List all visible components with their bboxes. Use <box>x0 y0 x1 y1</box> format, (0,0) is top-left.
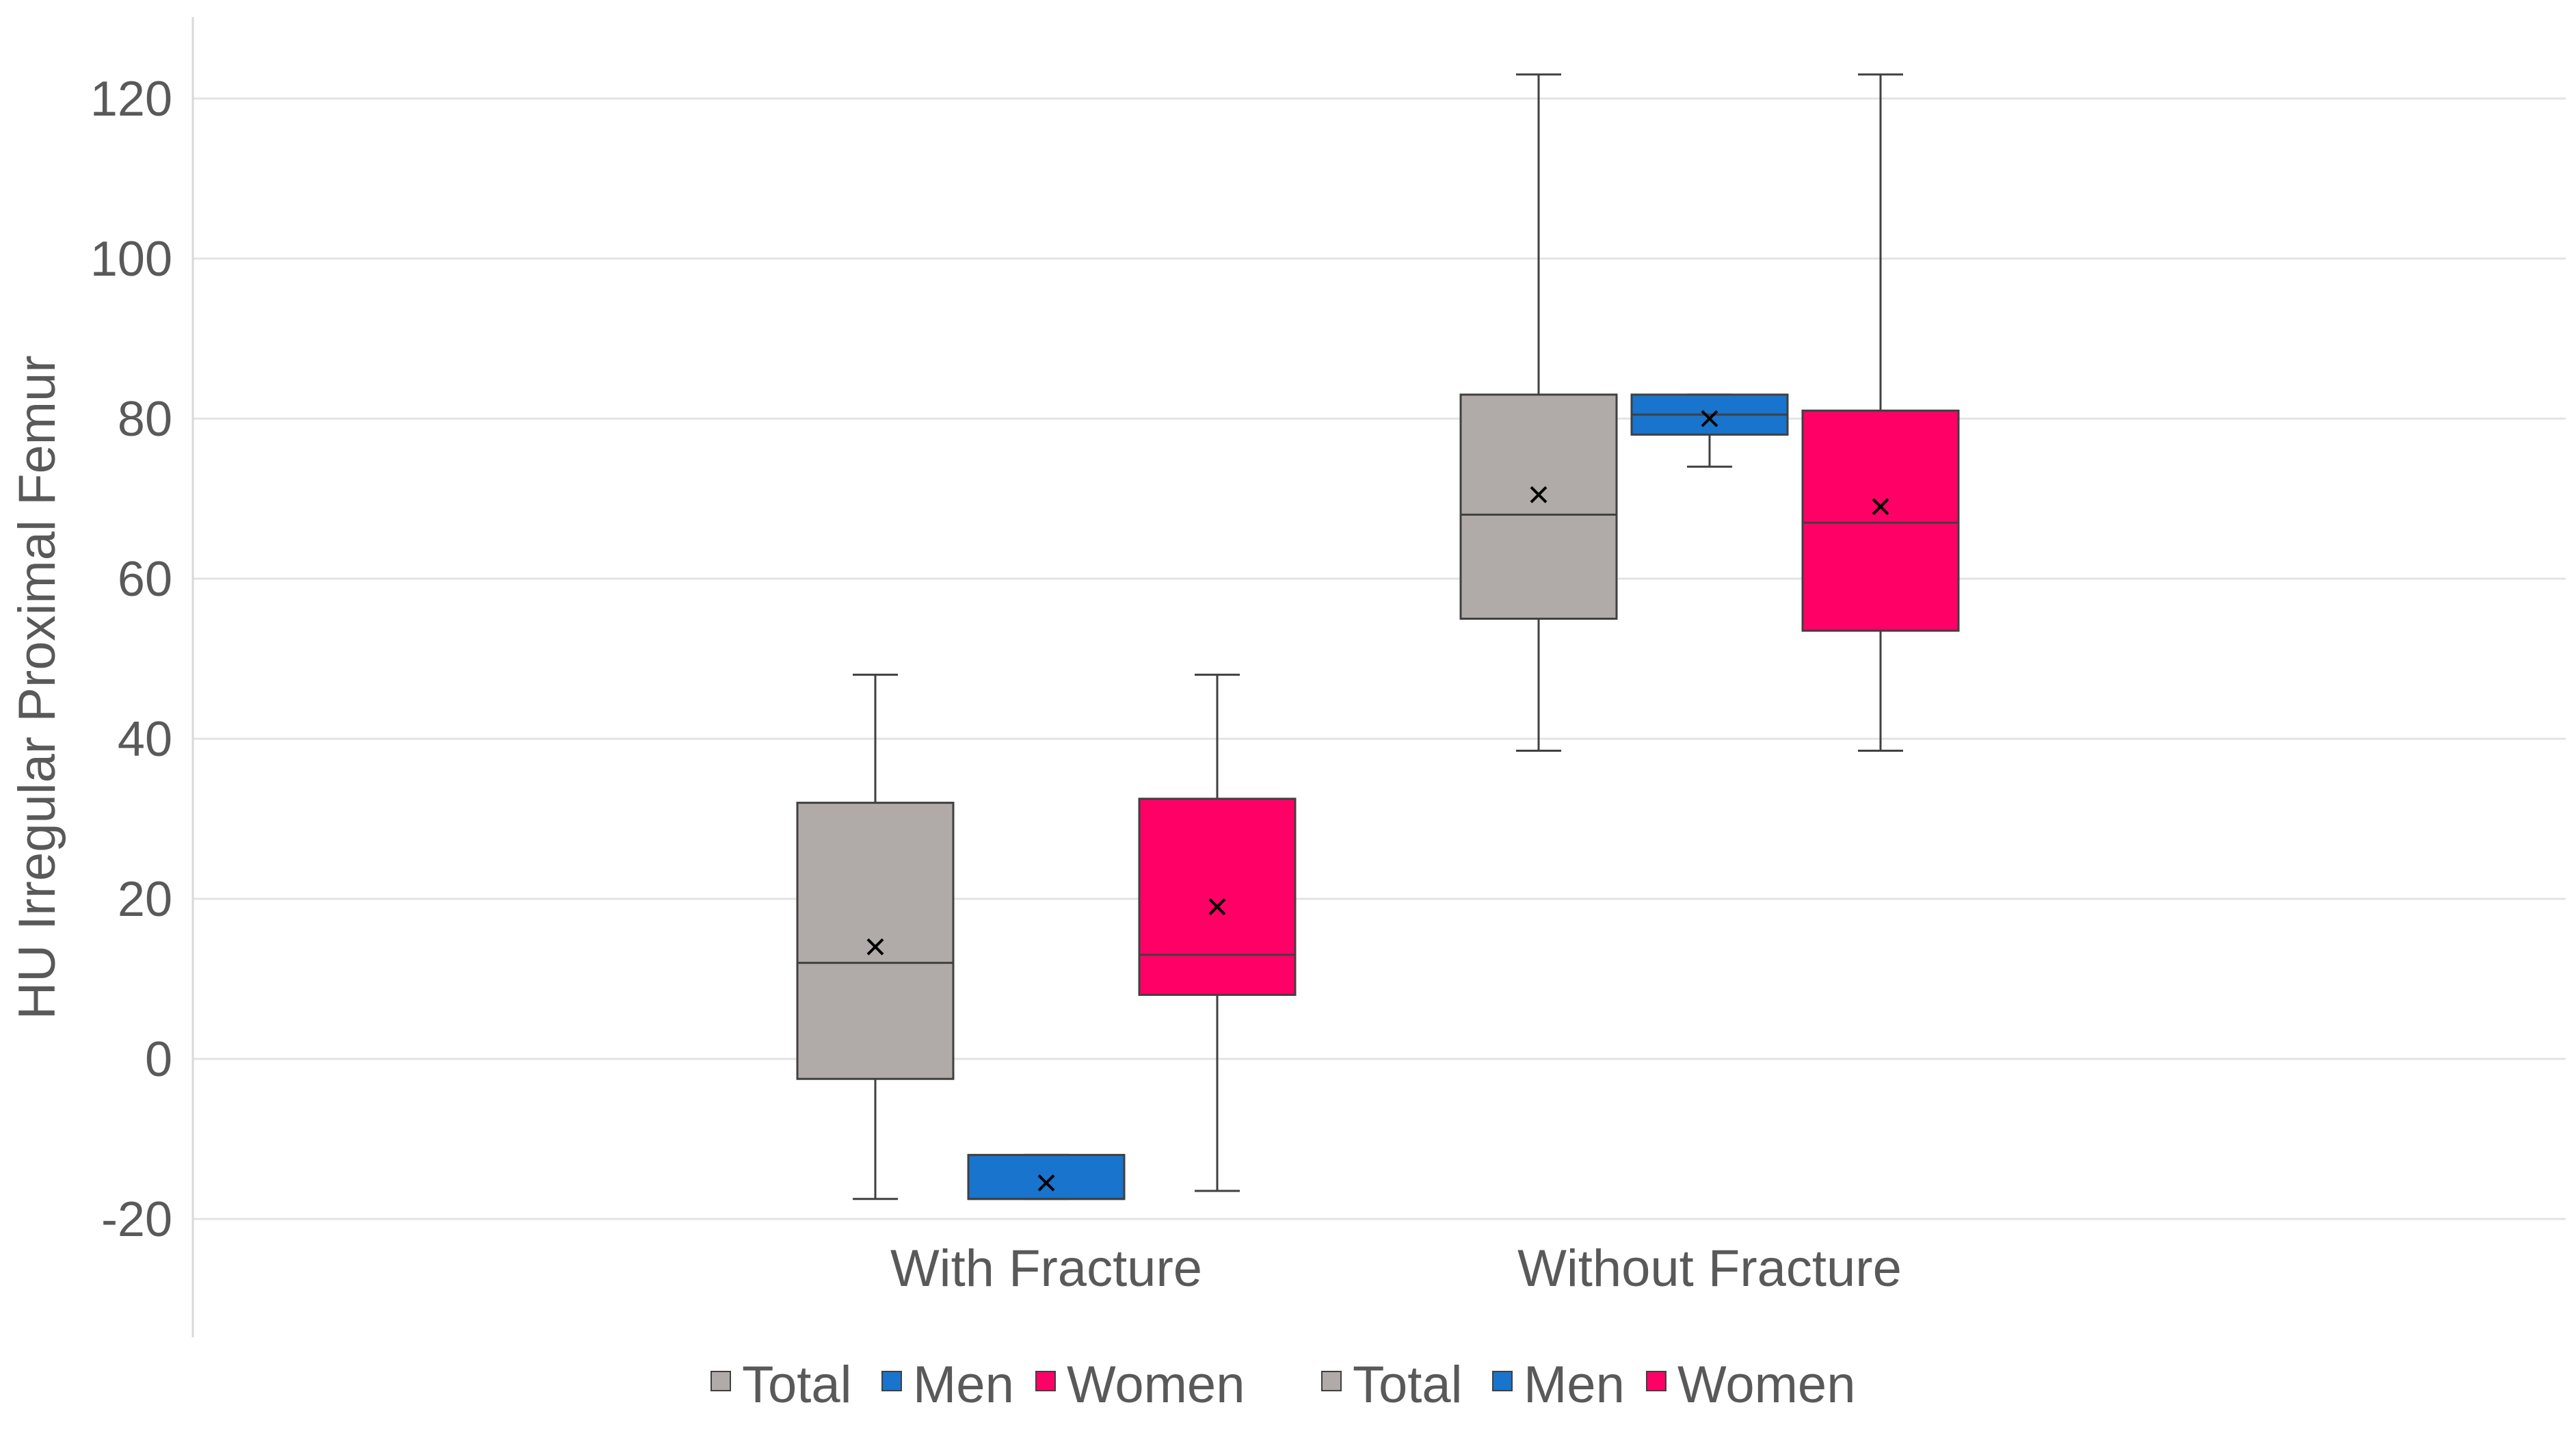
legend-label: Total <box>742 1356 852 1414</box>
y-tick-label-0: -20 <box>101 1192 172 1247</box>
legend-item-1: Total <box>711 1356 852 1414</box>
mean-marker <box>1701 410 1718 428</box>
category-labels: With Fracture Without Fracture <box>890 1239 1902 1298</box>
box-men-2 <box>1630 393 1789 468</box>
box-men-1 <box>967 1153 1126 1200</box>
legend-swatch <box>1035 1371 1056 1391</box>
grid-lines <box>193 97 2566 1220</box>
box-iqr <box>1801 409 1960 632</box>
box-iqr <box>1138 798 1297 996</box>
mean-marker <box>1530 486 1548 503</box>
legend-swatch <box>1492 1371 1513 1391</box>
mean-marker <box>1872 498 1889 516</box>
legend-label: Men <box>913 1356 1014 1414</box>
mean-marker <box>866 938 884 956</box>
box-iqr <box>967 1153 1126 1200</box>
category-label-1: With Fracture <box>890 1239 1202 1298</box>
legend-label: Total <box>1353 1356 1463 1414</box>
box-women-2 <box>1801 73 1960 752</box>
y-tick-label-5: 80 <box>118 392 172 447</box>
box-women-1 <box>1138 673 1297 1192</box>
box-series <box>796 73 1960 1200</box>
legend-label: Men <box>1524 1356 1625 1414</box>
legend-label: Women <box>1677 1356 1855 1414</box>
legend: Total Men Women Total Men Women <box>711 1356 1855 1414</box>
legend-swatch <box>881 1371 902 1391</box>
box-total-2 <box>1459 73 1618 752</box>
legend-item-2: Men <box>881 1356 1014 1414</box>
legend-swatch <box>711 1371 731 1391</box>
y-tick-labels: -20 0 20 40 60 80 100 120 <box>90 72 172 1247</box>
y-axis-title: HU Irregular Proximal Femur <box>8 355 66 1019</box>
legend-item-5: Men <box>1492 1356 1625 1414</box>
box-iqr <box>796 802 955 1080</box>
y-tick-label-6: 100 <box>90 232 172 287</box>
y-tick-label-7: 120 <box>90 72 172 127</box>
box-iqr <box>1459 393 1618 620</box>
mean-marker <box>1037 1174 1055 1192</box>
legend-item-3: Women <box>1035 1356 1245 1414</box>
mean-marker <box>1208 898 1226 916</box>
legend-label: Women <box>1067 1356 1245 1414</box>
legend-swatch <box>1646 1371 1667 1391</box>
y-tick-label-1: 0 <box>145 1032 172 1087</box>
box-total-1 <box>796 673 955 1200</box>
y-tick-label-4: 60 <box>118 552 172 607</box>
category-label-2: Without Fracture <box>1517 1239 1902 1298</box>
legend-swatch <box>1321 1371 1342 1391</box>
y-tick-label-3: 40 <box>118 712 172 767</box>
legend-item-6: Women <box>1646 1356 1855 1414</box>
legend-item-4: Total <box>1321 1356 1463 1414</box>
y-tick-label-2: 20 <box>118 872 172 927</box>
